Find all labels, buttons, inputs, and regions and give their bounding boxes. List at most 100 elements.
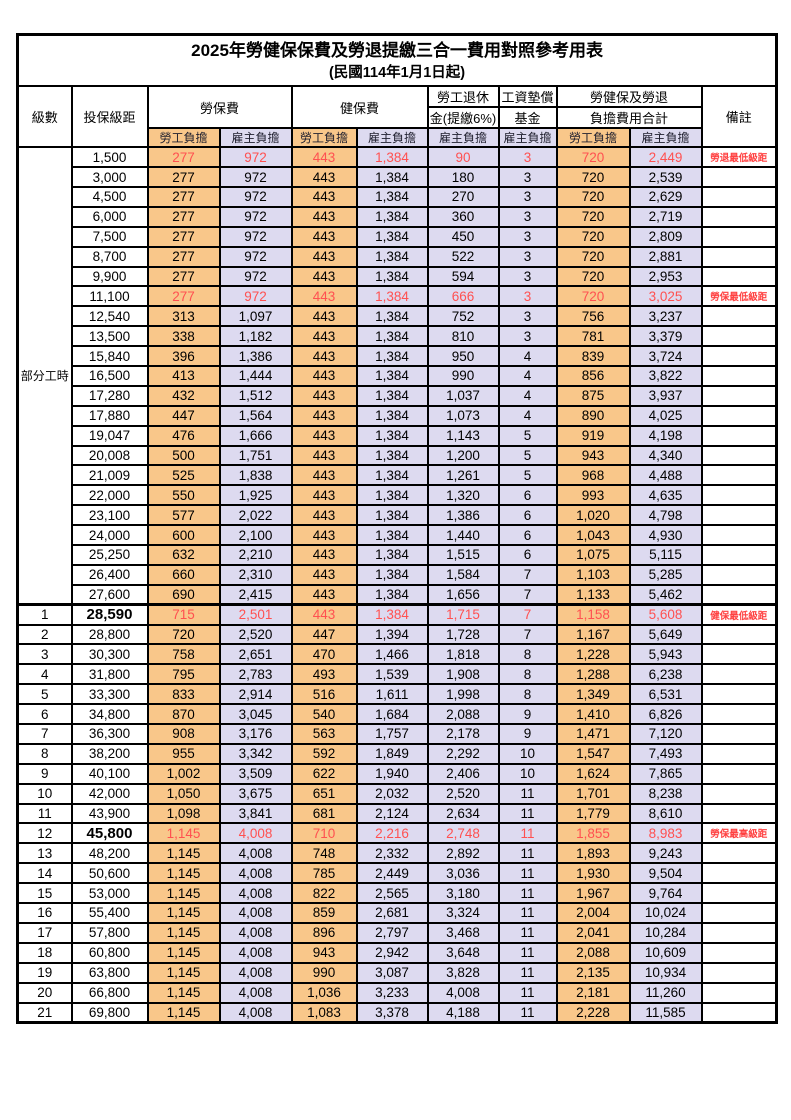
value-cell: 666 xyxy=(426,285,500,308)
value-cell: 4 xyxy=(497,365,558,387)
value-cell: 1,384 xyxy=(355,563,429,586)
bracket-cell: 69,800 xyxy=(70,1001,149,1024)
bracket-cell: 38,200 xyxy=(70,742,149,765)
value-cell: 493 xyxy=(290,663,358,686)
level-cell: 20 xyxy=(16,981,73,1004)
value-cell: 1,940 xyxy=(355,762,429,785)
value-cell: 785 xyxy=(290,862,358,885)
value-cell: 2,748 xyxy=(426,822,500,845)
value-cell: 592 xyxy=(290,742,358,765)
value-cell: 720 xyxy=(555,285,631,308)
value-cell: 972 xyxy=(218,185,293,208)
value-cell: 8 xyxy=(497,643,558,666)
value-cell: 443 xyxy=(290,424,358,447)
level-cell: 10 xyxy=(16,782,73,805)
value-cell: 1,547 xyxy=(555,742,631,765)
sub-header-health-employer: 雇主負擔 xyxy=(355,127,429,149)
value-cell: 11 xyxy=(497,862,558,885)
level-cell: 16 xyxy=(16,902,73,924)
value-cell: 1,384 xyxy=(355,424,429,447)
bracket-cell: 33,300 xyxy=(70,683,149,706)
value-cell: 443 xyxy=(290,365,358,387)
value-cell: 3,176 xyxy=(218,723,293,745)
value-cell: 540 xyxy=(290,703,358,726)
value-cell: 720 xyxy=(555,225,631,248)
value-cell: 1,097 xyxy=(218,305,293,328)
value-cell: 1,666 xyxy=(218,424,293,447)
value-cell: 10 xyxy=(497,742,558,765)
col-header-level: 級數 xyxy=(16,85,73,149)
value-cell: 748 xyxy=(290,842,358,865)
remark-cell: 勞保最高級距 xyxy=(700,822,778,845)
value-cell: 833 xyxy=(146,683,221,706)
value-cell: 1,611 xyxy=(355,683,429,706)
remark-cell xyxy=(700,623,778,646)
table-row: 部分工時 1,500 277 972 443 1,384 90 3 720 2,449 勞退最低級距 xyxy=(16,146,778,606)
premium-table: 2025年勞健保保費及勞退提繳三合一費用對照參考用表 (民國114年1月1日起)… xyxy=(16,33,779,1024)
value-cell: 1,083 xyxy=(290,1001,358,1024)
value-cell: 443 xyxy=(290,603,358,626)
bracket-cell: 21,009 xyxy=(70,464,149,487)
value-cell: 9,764 xyxy=(628,882,703,905)
bracket-cell: 36,300 xyxy=(70,723,149,745)
value-cell: 10,934 xyxy=(628,961,703,984)
value-cell: 8,610 xyxy=(628,802,703,825)
value-cell: 4,008 xyxy=(218,961,293,984)
value-cell: 11,585 xyxy=(628,1001,703,1024)
value-cell: 3 xyxy=(497,265,558,288)
value-cell: 1,320 xyxy=(426,484,500,507)
value-cell: 2,942 xyxy=(355,941,429,964)
value-cell: 3,841 xyxy=(218,802,293,825)
value-cell: 413 xyxy=(146,365,221,387)
bracket-cell: 1,500 xyxy=(70,146,149,169)
value-cell: 270 xyxy=(426,185,500,208)
value-cell: 1,384 xyxy=(355,464,429,487)
value-cell: 11 xyxy=(497,882,558,905)
remark-cell xyxy=(700,404,778,427)
value-cell: 3,342 xyxy=(218,742,293,765)
remark-cell xyxy=(700,325,778,348)
value-cell: 1,384 xyxy=(355,265,429,288)
value-cell: 11 xyxy=(497,981,558,1004)
value-cell: 4,188 xyxy=(426,1001,500,1024)
value-cell: 2,135 xyxy=(555,961,631,984)
value-cell: 1,386 xyxy=(218,345,293,367)
level-cell: 6 xyxy=(16,703,73,726)
remark-cell xyxy=(700,504,778,527)
value-cell: 600 xyxy=(146,524,221,547)
value-cell: 943 xyxy=(555,444,631,467)
value-cell: 7 xyxy=(497,563,558,586)
value-cell: 1,384 xyxy=(355,166,429,188)
value-cell: 9,243 xyxy=(628,842,703,865)
remark-cell xyxy=(700,683,778,706)
bracket-cell: 3,000 xyxy=(70,166,149,188)
value-cell: 1,384 xyxy=(355,365,429,387)
value-cell: 1,145 xyxy=(146,882,221,905)
value-cell: 6 xyxy=(497,544,558,566)
value-cell: 1,512 xyxy=(218,384,293,407)
value-cell: 3,378 xyxy=(355,1001,429,1024)
value-cell: 720 xyxy=(555,146,631,169)
sub-header-labor-employee: 勞工負擔 xyxy=(146,127,221,149)
value-cell: 710 xyxy=(290,822,358,845)
value-cell: 447 xyxy=(290,623,358,646)
remark-cell xyxy=(700,305,778,328)
value-cell: 1,998 xyxy=(426,683,500,706)
remark-cell xyxy=(700,225,778,248)
value-cell: 1,145 xyxy=(146,961,221,984)
value-cell: 2,651 xyxy=(218,643,293,666)
value-cell: 972 xyxy=(218,146,293,169)
value-cell: 2,228 xyxy=(555,1001,631,1024)
value-cell: 990 xyxy=(290,961,358,984)
bracket-cell: 66,800 xyxy=(70,981,149,1004)
value-cell: 993 xyxy=(555,484,631,507)
remark-cell xyxy=(700,802,778,825)
value-cell: 651 xyxy=(290,782,358,805)
value-cell: 1,167 xyxy=(555,623,631,646)
value-cell: 968 xyxy=(555,464,631,487)
value-cell: 3 xyxy=(497,166,558,188)
remark-cell xyxy=(700,563,778,586)
level-cell: 4 xyxy=(16,663,73,686)
remark-cell xyxy=(700,742,778,765)
value-cell: 4,008 xyxy=(218,981,293,1004)
